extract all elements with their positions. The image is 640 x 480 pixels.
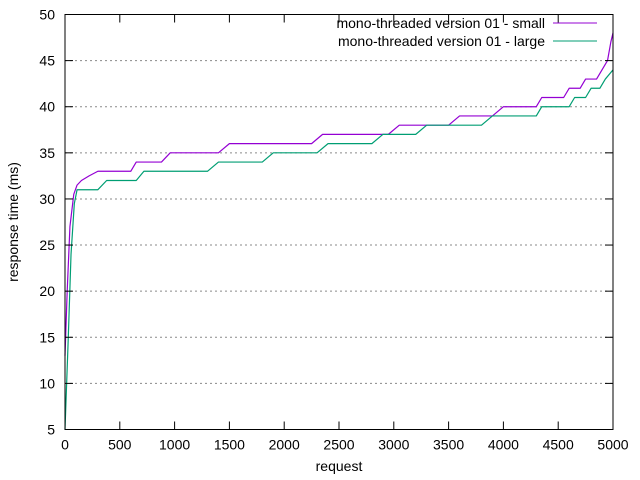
y-axis-label: response time (ms) [5, 162, 21, 282]
x-axis-label: request [316, 458, 363, 474]
y-tick-label-30: 30 [39, 191, 55, 207]
y-tick-label-35: 35 [39, 145, 55, 161]
x-tick-label-2500: 2500 [323, 437, 354, 453]
grid-lines [65, 60, 613, 384]
x-tick-label-4000: 4000 [488, 437, 519, 453]
y-tick-label-5: 5 [47, 422, 55, 438]
legend-label-large: mono-threaded version 01 - large [338, 33, 545, 49]
y-tick-label-20: 20 [39, 283, 55, 299]
x-tick-label-1500: 1500 [214, 437, 245, 453]
x-tick-label-2000: 2000 [269, 437, 300, 453]
x-tick-label-0: 0 [61, 437, 69, 453]
y-tick-label-25: 25 [39, 237, 55, 253]
x-tick-label-4500: 4500 [543, 437, 574, 453]
y-tick-label-10: 10 [39, 375, 55, 391]
x-tick-label-3000: 3000 [378, 437, 409, 453]
y-tick-label-40: 40 [39, 99, 55, 115]
x-tick-label-1000: 1000 [159, 437, 190, 453]
legend-label-small: mono-threaded version 01 - small [336, 15, 545, 31]
x-tick-label-5000: 5000 [597, 437, 628, 453]
x-tick-label-500: 500 [108, 437, 132, 453]
series-line-large [64, 69, 614, 430]
legend: mono-threaded version 01 - small mono-th… [336, 15, 597, 49]
y-tick-label-50: 50 [39, 7, 55, 23]
series-line-small [64, 32, 614, 356]
series-lines [64, 32, 614, 430]
x-tick-label-3500: 3500 [433, 437, 464, 453]
plot-frame [64, 14, 614, 430]
y-tick-label-45: 45 [39, 53, 55, 69]
y-tick-label-15: 15 [39, 329, 55, 345]
